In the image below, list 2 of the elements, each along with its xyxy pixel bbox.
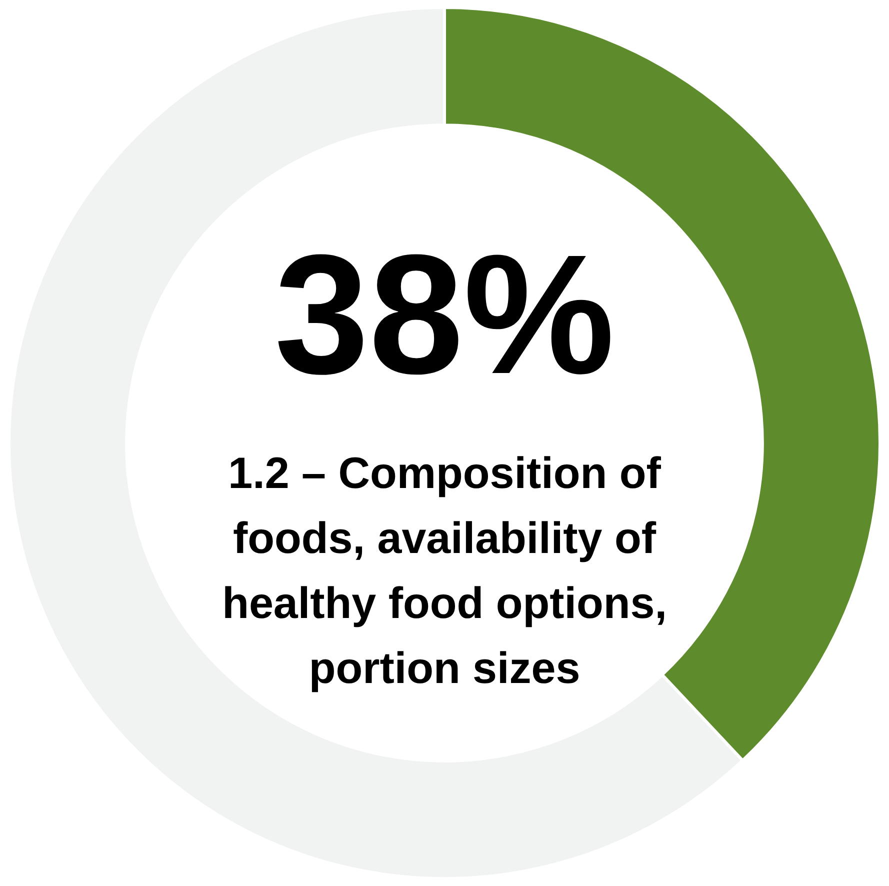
data-label: 38% [274, 220, 615, 410]
slice-label: 1.2 – Composition of foods, availability of healthy food options, portion sizes [222, 449, 667, 693]
